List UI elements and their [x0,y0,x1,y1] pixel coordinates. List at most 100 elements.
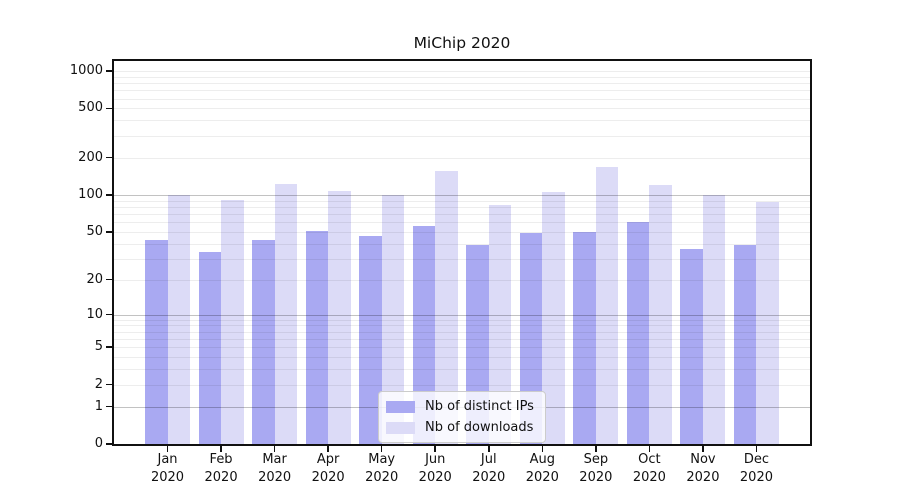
y-tick-mark [106,70,113,72]
legend-swatch-distinct-ips [386,400,415,413]
y-tick-mark [106,230,113,233]
x-tick-label-mar: Mar 2020 [258,452,292,485]
gridline-minor [114,357,810,359]
bar-oct-distinct-ips [626,222,650,444]
y-tick-label: 2 [94,376,103,392]
gridline-minor [114,231,810,233]
y-tick-mark [106,346,113,349]
bar-nov-downloads [702,194,726,444]
legend-item-downloads: Nb of downloads [386,418,534,437]
bar-sep-downloads [595,167,619,444]
gridline-minor [114,200,810,202]
y-tick-mark [106,278,113,281]
x-tick-label-jul: Jul 2020 [472,452,506,485]
gridline-minor [114,258,810,260]
y-tick-label: 50 [86,223,103,239]
y-tick-mark [106,405,113,408]
legend-item-distinct-ips: Nb of distinct IPs [386,397,534,416]
x-tick-mark [702,446,704,452]
bar-mar-downloads [274,184,298,444]
gridline-minor [114,157,810,159]
bar-feb-downloads [221,200,244,444]
bar-may-downloads [381,194,405,444]
x-tick-label-aug: Aug 2020 [525,452,559,485]
y-tick-label: 10 [86,306,103,322]
bar-mar-distinct-ips [252,239,275,444]
y-tick-label: 1 [94,398,103,414]
gridline-minor [114,222,810,224]
gridline-minor [114,83,810,84]
bar-feb-distinct-ips [198,252,222,444]
legend-label-downloads: Nb of downloads [425,420,534,435]
gridline-minor [114,135,810,137]
gridline-minor [114,206,810,208]
y-tick-mark [106,156,113,159]
y-tick-label: 5 [94,339,103,355]
gridline-minor [114,384,810,386]
gridline-minor [114,120,810,122]
bar-may-distinct-ips [359,236,382,444]
y-tick-mark [106,443,113,445]
x-tick-mark [273,446,276,452]
x-tick-mark [541,446,544,452]
x-tick-mark [648,446,651,452]
bar-jan-distinct-ips [145,239,168,444]
bar-sep-distinct-ips [573,231,596,444]
x-tick-mark [755,446,758,452]
bar-oct-downloads [649,184,672,444]
gridline-minor [114,90,810,92]
x-tick-label-may: May 2020 [365,452,399,485]
bar-apr-downloads [328,191,351,444]
x-tick-mark [595,446,597,452]
y-tick-mark [106,313,113,316]
gridline-minor [114,338,810,340]
x-tick-mark [487,446,490,452]
bar-nov-distinct-ips [680,249,703,444]
gridline-minor [114,319,810,321]
x-tick-label-jan: Jan 2020 [150,452,185,485]
gridline-minor [114,98,810,100]
x-tick-mark [166,446,169,452]
chart-title: MiChip 2020 [413,34,511,52]
gridline-major [114,194,810,196]
gridline-minor [114,331,810,333]
x-tick-label-sep: Sep 2020 [579,452,613,485]
x-tick-label-feb: Feb 2020 [204,452,238,485]
y-tick-label: 20 [86,271,103,287]
x-tick-mark [220,446,222,452]
gridline-minor [114,347,810,349]
bar-jul-downloads [488,204,512,444]
gridline-minor [114,243,810,245]
y-tick-mark [106,107,113,110]
x-tick-label-oct: Oct 2020 [632,452,666,485]
plot-area [114,61,810,444]
x-tick-mark [327,446,329,452]
y-tick-label: 200 [78,149,103,165]
y-tick-mark [106,194,113,196]
y-tick-label: 1000 [69,63,103,78]
y-tick-label: 0 [94,436,103,451]
gridline-major [114,314,810,316]
x-tick-label-jun: Jun 2020 [418,452,452,485]
y-tick-label: 100 [78,186,103,202]
x-tick-mark [380,446,383,452]
bar-jun-downloads [435,171,458,444]
gridline-minor [114,71,810,72]
y-tick-mark [106,383,113,386]
bar-dec-distinct-ips [733,244,757,444]
bar-aug-downloads [542,192,565,444]
legend-swatch-downloads [386,421,415,434]
x-tick-mark [434,446,437,452]
legend: Nb of distinct IPs Nb of downloads [378,391,546,443]
legend-label-distinct-ips: Nb of distinct IPs [425,399,534,414]
gridline-minor [114,279,810,281]
x-tick-label-dec: Dec 2020 [739,452,773,485]
gridline-minor [114,76,810,78]
gridline-minor [114,108,810,110]
gridline-minor [114,369,810,371]
bar-jan-downloads [167,194,191,444]
gridline-minor [114,213,810,215]
y-tick-label: 500 [78,100,103,116]
bar-apr-distinct-ips [305,230,329,444]
